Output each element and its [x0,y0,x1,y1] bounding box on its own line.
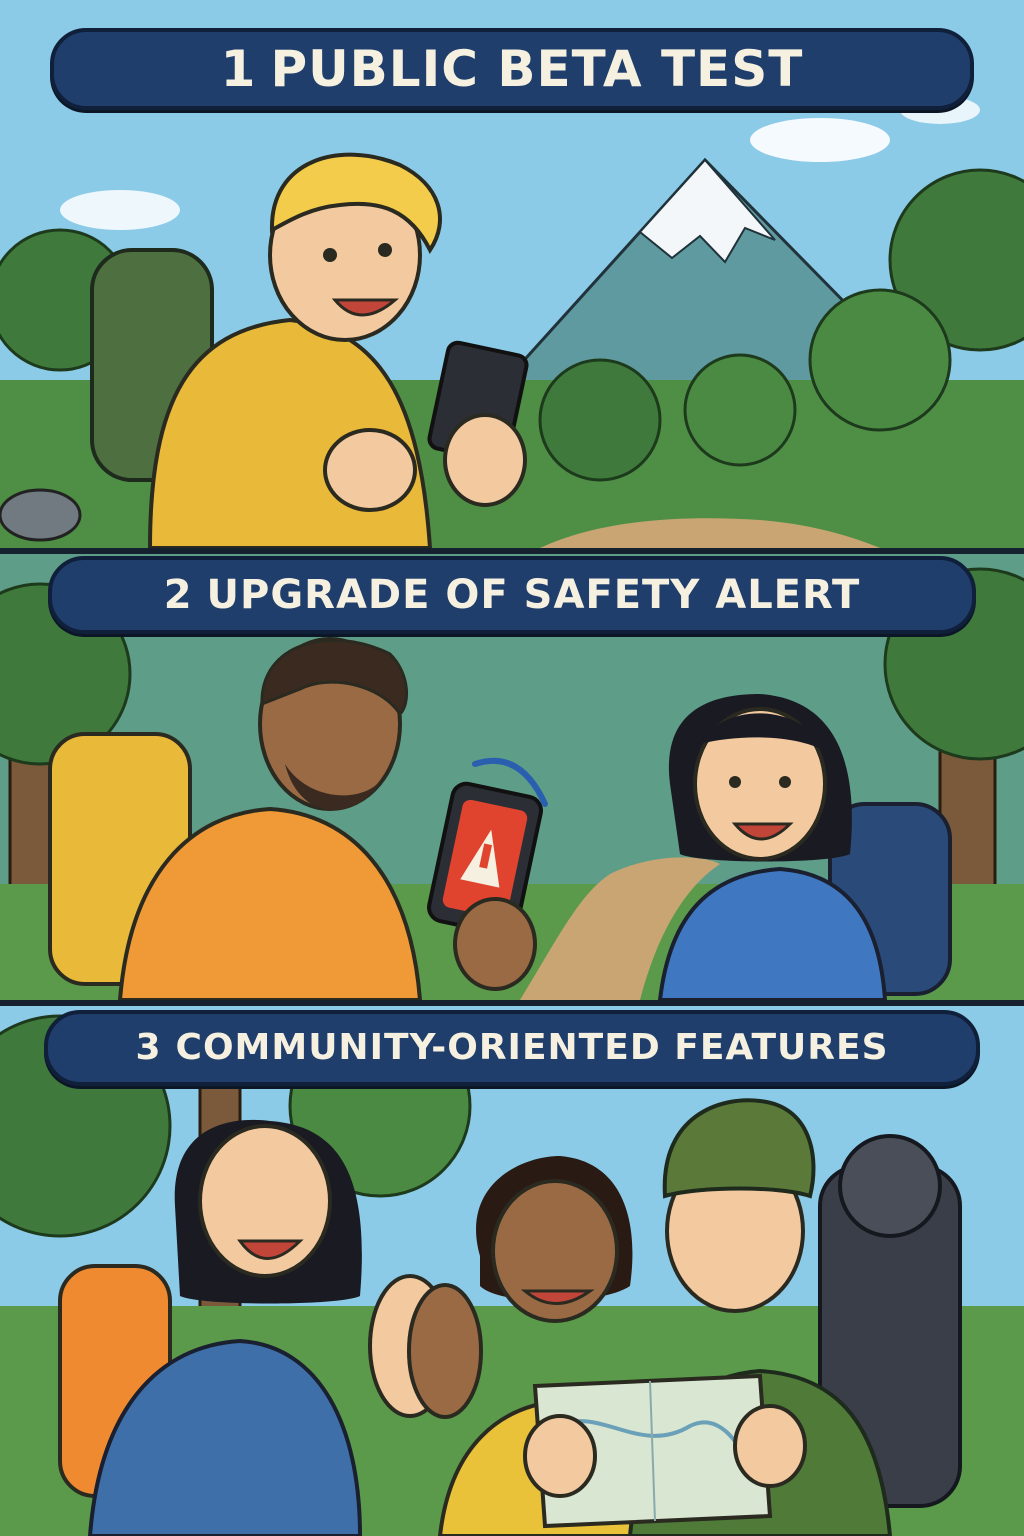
panel-2-number: 2 [163,572,193,618]
panel-2-banner: 2 UPGRADE OF SAFETY ALERT [48,556,976,634]
panel-1-number: 1 [220,40,257,98]
panel-3-illustration [0,1006,1024,1536]
panel-divider [0,548,1024,554]
panel-1-title: PUBLIC BETA TEST [270,40,804,98]
panel-divider [0,1000,1024,1006]
panel-1-banner: 1 PUBLIC BETA TEST [50,28,974,110]
warning-icon [460,829,500,888]
panel-2: 2 UPGRADE OF SAFETY ALERT [0,554,1024,1000]
panel-3: 3 COMMUNITY-ORIENTED FEATURES [0,1006,1024,1536]
panel-1: 1 PUBLIC BETA TEST [0,0,1024,548]
panel-3-title: COMMUNITY-ORIENTED FEATURES [175,1027,889,1068]
panel-2-title: UPGRADE OF SAFETY ALERT [206,572,861,618]
signal-wave-icon [472,757,548,807]
panel-3-banner: 3 COMMUNITY-ORIENTED FEATURES [44,1010,980,1086]
panel-3-number: 3 [135,1027,162,1068]
